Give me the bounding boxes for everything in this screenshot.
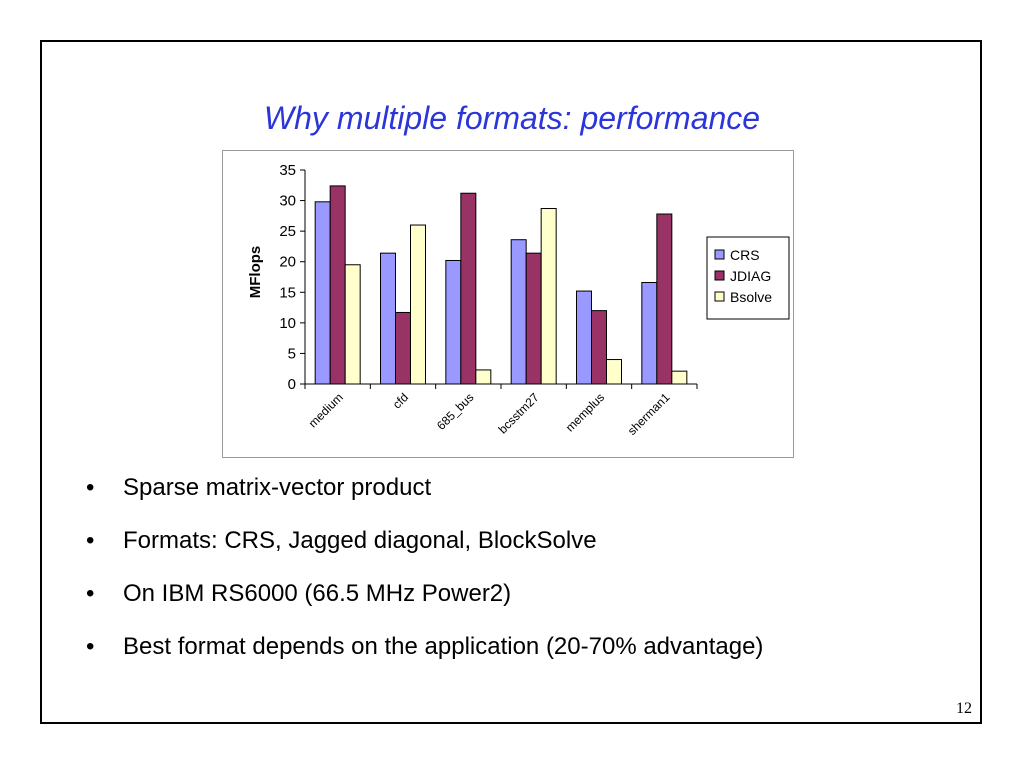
- x-tick-label: 685_bus: [434, 390, 476, 432]
- bullet-item: • Best format depends on the application …: [86, 633, 966, 661]
- bar-bsolve-medium: [344, 264, 361, 385]
- y-tick-label: 30: [279, 193, 296, 210]
- bar-bsolve-685_bus: [475, 369, 492, 385]
- y-tick-label: 10: [279, 315, 296, 332]
- bar-jdiag-sherman1: [656, 213, 673, 385]
- bar-bsolve-bcsstm27: [540, 208, 557, 385]
- bar-jdiag-cfd: [395, 311, 411, 385]
- bar-jdiag-685_bus: [460, 192, 477, 385]
- y-tick-label: 25: [279, 223, 296, 240]
- bullet-marker: •: [86, 633, 95, 660]
- bullet-item: • On IBM RS6000 (66.5 MHz Power2): [86, 580, 966, 608]
- y-tick-label: 20: [279, 254, 296, 271]
- bar-crs-memplus: [576, 290, 592, 385]
- legend-label-crs: CRS: [730, 247, 760, 263]
- bullet-text: On IBM RS6000 (66.5 MHz Power2): [123, 580, 512, 607]
- bar-bsolve-memplus: [606, 359, 622, 385]
- bar-chart: MFlops 0 5 10 15 20 25 30 35 medium cfd 685_bus bcs…: [247, 162, 790, 438]
- y-axis-label: MFlops: [247, 246, 264, 299]
- y-tick-label: 5: [288, 345, 296, 362]
- bar-crs-685_bus: [445, 259, 462, 385]
- bullet-marker: •: [86, 527, 95, 554]
- bar-jdiag-medium: [329, 185, 346, 385]
- bar-crs-sherman1: [641, 282, 658, 385]
- page-number: 12: [956, 700, 972, 717]
- bullet-text: Formats: CRS, Jagged diagonal, BlockSolv…: [123, 527, 597, 554]
- legend-swatch-jdiag: [714, 270, 725, 281]
- x-tick-label: memplus: [563, 390, 607, 434]
- y-tick-label: 35: [279, 162, 296, 179]
- x-tick-label: medium: [306, 390, 346, 430]
- x-tick-label: sherman1: [625, 390, 673, 438]
- chart-container: [222, 150, 794, 458]
- bullet-item: • Formats: CRS, Jagged diagonal, BlockSol…: [86, 527, 966, 555]
- bar-crs-cfd: [380, 252, 396, 385]
- bullet-marker: •: [86, 580, 95, 607]
- bullet-text: Best format depends on the application (…: [123, 633, 764, 660]
- bullet-item: • Sparse matrix-vector product: [86, 474, 966, 502]
- legend-swatch-bsolve: [714, 291, 725, 302]
- bullet-list: • Sparse matrix-vector product • Formats: …: [86, 474, 966, 686]
- bar-crs-bcsstm27: [510, 239, 527, 385]
- legend-label-bsolve: Bsolve: [730, 289, 772, 305]
- x-tick-label: cfd: [390, 390, 411, 411]
- bar-jdiag-bcsstm27: [525, 252, 542, 385]
- slide-title: Why multiple formats: performance: [263, 100, 761, 136]
- bar-bsolve-sherman1: [671, 370, 688, 385]
- bullet-marker: •: [86, 474, 95, 501]
- y-tick-label: 0: [288, 376, 296, 393]
- y-tick-label: 15: [279, 284, 296, 301]
- legend-label-jdiag: JDIAG: [730, 268, 771, 284]
- bar-jdiag-memplus: [591, 310, 607, 385]
- slide-frame: [40, 40, 982, 724]
- bar-crs-medium: [314, 201, 331, 385]
- legend-swatch-crs: [714, 249, 725, 260]
- x-tick-label: bcsstm27: [496, 390, 542, 436]
- bullet-text: Sparse matrix-vector product: [123, 474, 432, 501]
- bar-bsolve-cfd: [410, 224, 426, 385]
